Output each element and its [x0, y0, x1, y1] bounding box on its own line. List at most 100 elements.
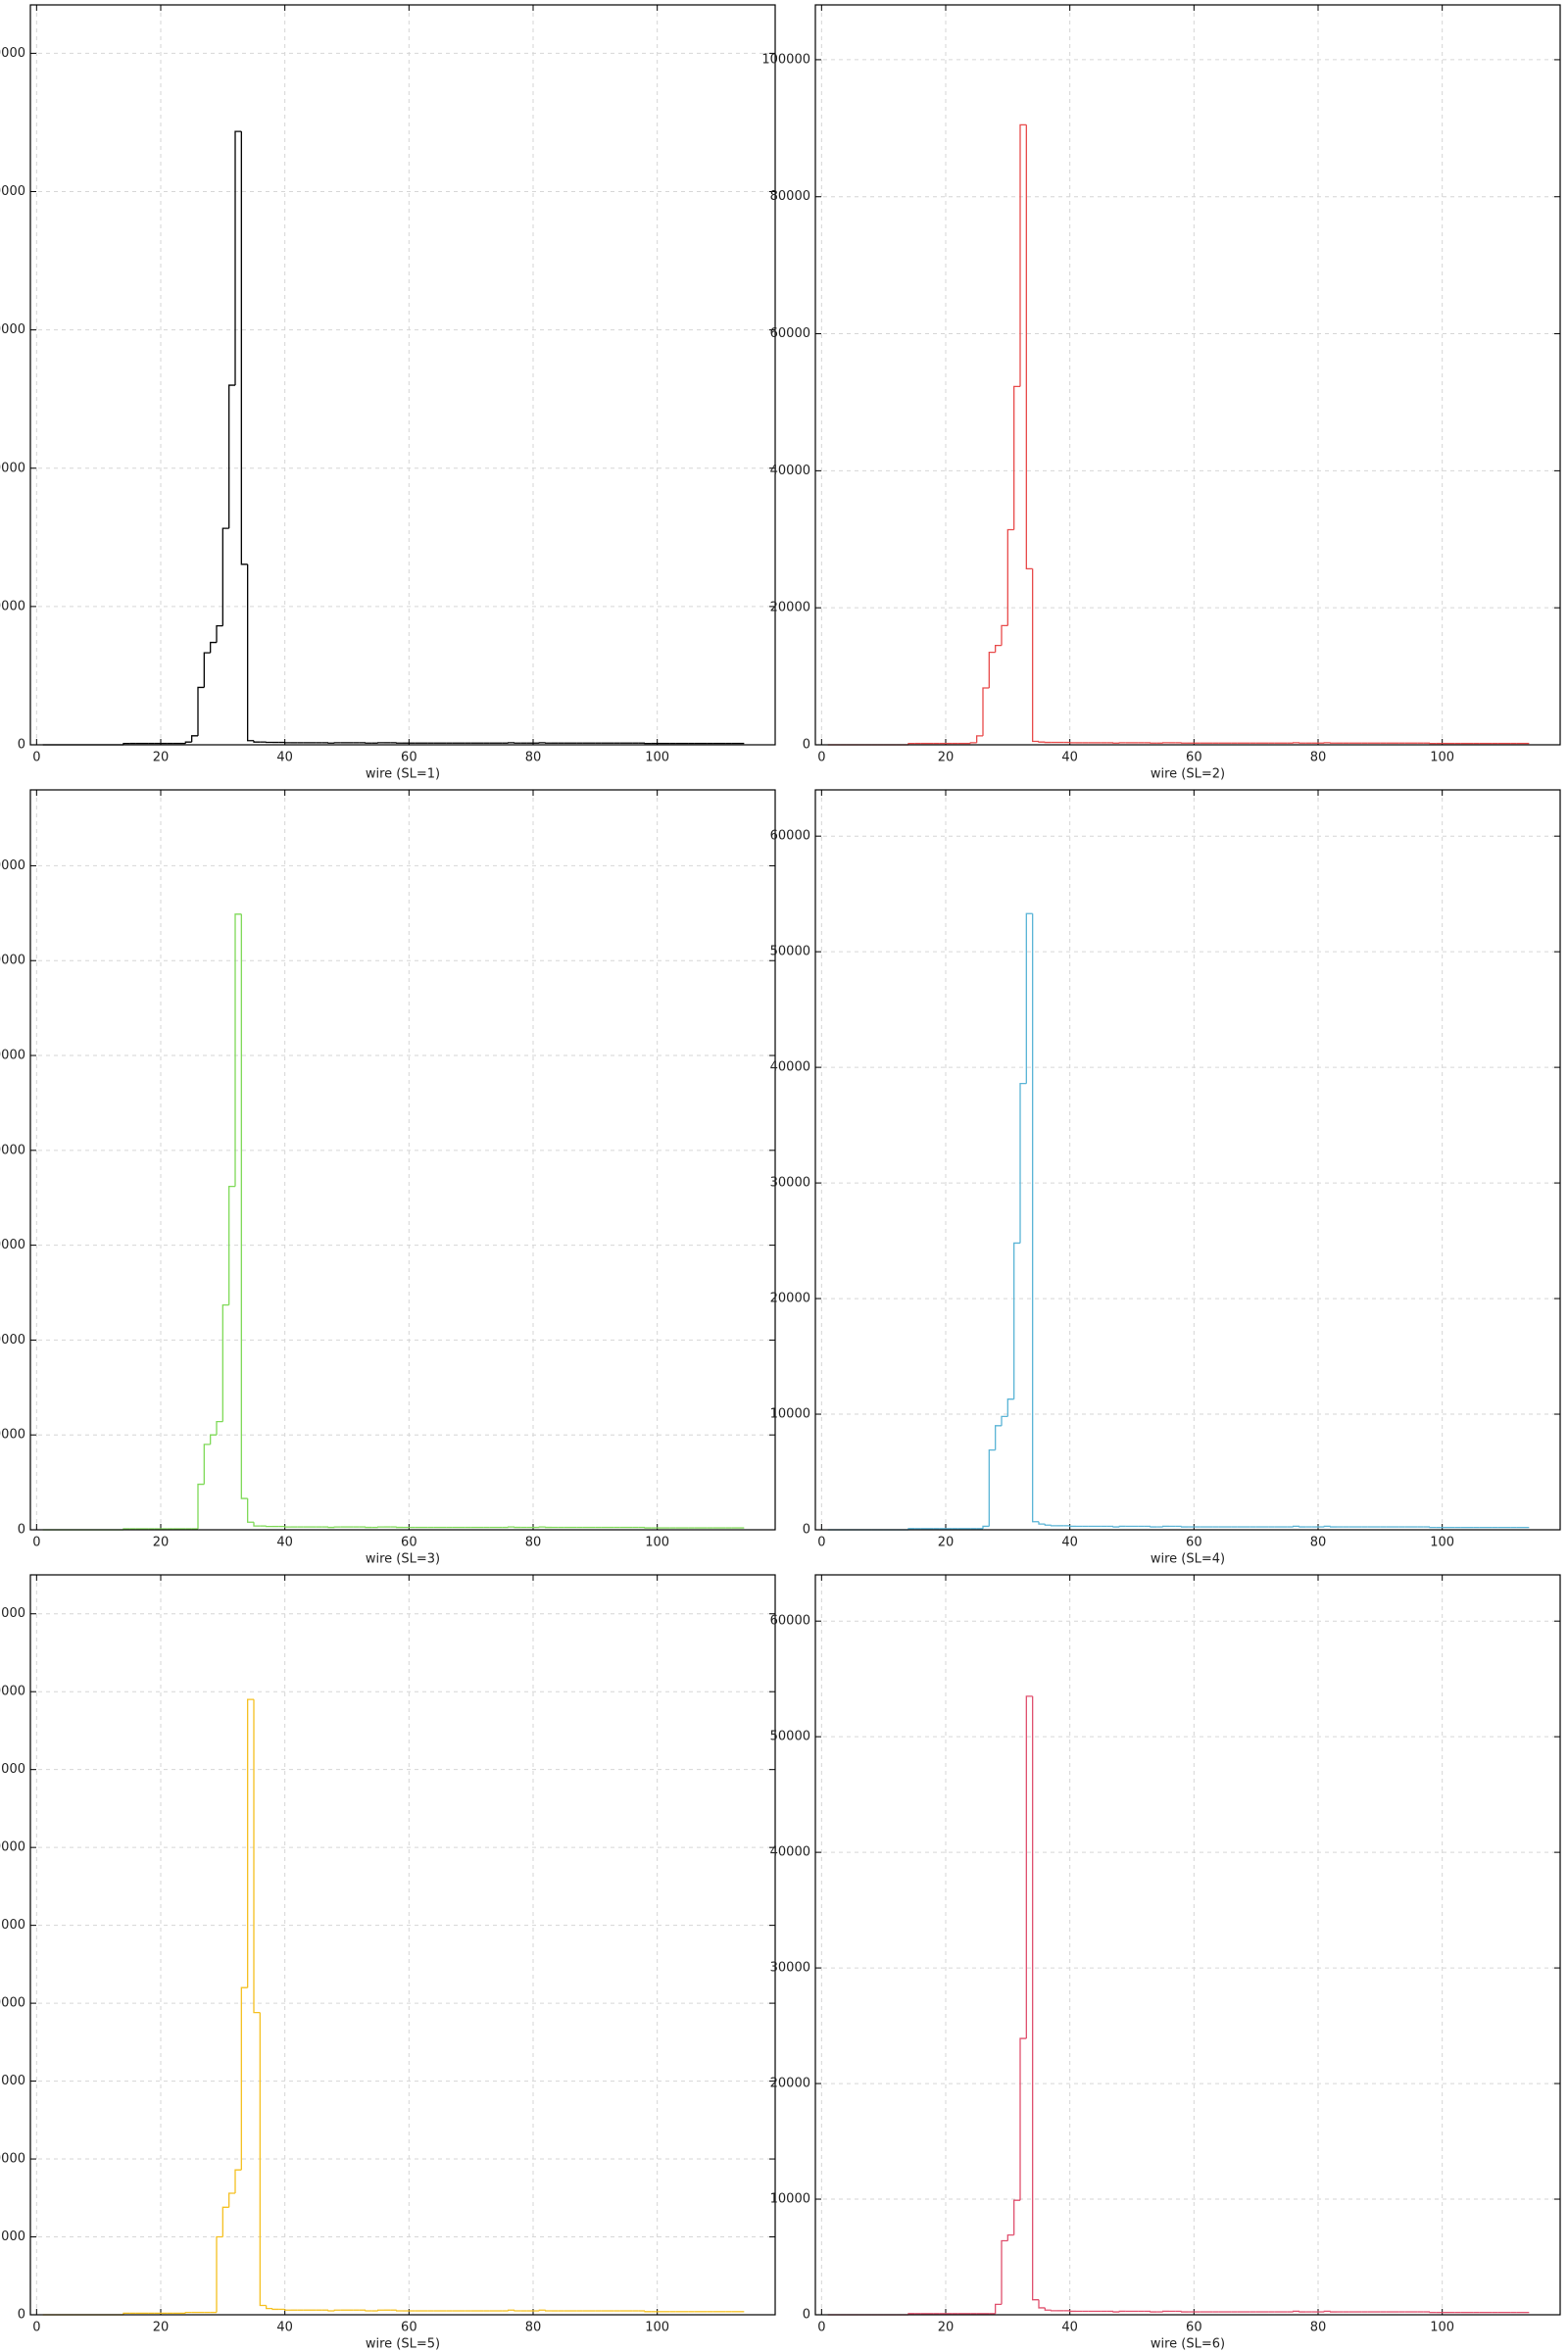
- histogram-bin: [1032, 568, 1039, 743]
- histogram-bin: [234, 130, 242, 386]
- plot-frame: [29, 1574, 776, 2316]
- histogram-bin: [1038, 1521, 1046, 1525]
- y-tick-label: 10000: [770, 1407, 810, 1422]
- y-tick-label: 80000: [770, 189, 810, 204]
- histogram-bin: [976, 735, 983, 743]
- y-tick-label: 60000: [770, 326, 810, 341]
- histogram-bin: [988, 651, 996, 688]
- histogram-bin: [508, 2309, 514, 2312]
- histogram-bin: [221, 2206, 229, 2237]
- y-tick-label: 0: [18, 738, 25, 753]
- plot-frame: [29, 4, 776, 746]
- y-tick-label: 20000: [0, 599, 25, 613]
- histogram-bin: [1118, 2310, 1126, 2313]
- histogram-bin: [1112, 2311, 1120, 2313]
- y-tick-label: 100000: [761, 52, 810, 67]
- x-tick-label: 60: [1186, 1536, 1202, 1550]
- histogram-bin: [197, 686, 205, 736]
- x-tick-label: 20: [938, 751, 955, 765]
- y-tick-label: 0: [803, 738, 810, 753]
- x-tick-label: 0: [817, 2321, 825, 2335]
- x-axis-label: wire (SL=2): [1151, 767, 1225, 782]
- histogram-bin: [253, 1699, 261, 2014]
- histogram-bin: [1293, 2310, 1299, 2313]
- x-tick-label: 100: [1430, 751, 1454, 765]
- histogram-bin: [1013, 2199, 1020, 2235]
- plot-frame: [814, 4, 1561, 746]
- histogram-bin: [203, 1444, 211, 1485]
- histogram-bin: [1025, 124, 1033, 569]
- x-tick-label: 20: [153, 1536, 170, 1550]
- histogram-bin: [1006, 528, 1014, 626]
- x-tick-label: 0: [817, 751, 825, 765]
- x-tick-label: 80: [1310, 1536, 1327, 1550]
- histogram-bin: [210, 641, 217, 654]
- y-tick-label: 40000: [0, 461, 25, 475]
- histogram-bin: [1025, 912, 1033, 1084]
- x-tick-label: 40: [276, 751, 293, 765]
- histogram-bin: [1298, 2311, 1306, 2313]
- histogram-bin: [247, 1698, 254, 1988]
- histogram-bin: [1069, 2310, 1076, 2313]
- histogram-bin: [221, 527, 229, 626]
- histogram-bin: [365, 2310, 372, 2312]
- histogram-bin: [1293, 1525, 1299, 1528]
- histogram-panel: 0 20 40 60 80 100 0 5000 10000 15000 20000 25000 300…: [0, 1574, 776, 2352]
- x-tick-label: 60: [401, 1536, 417, 1550]
- histogram-bin: [1162, 1525, 1169, 1528]
- histogram-bin: [514, 2310, 521, 2312]
- y-tick-label: 20000: [770, 1292, 810, 1306]
- histogram-bin: [1112, 1526, 1120, 1528]
- histogram-bin: [1001, 624, 1008, 646]
- histogram-bin: [1330, 1526, 1337, 1528]
- histogram-bin: [1025, 1695, 1033, 2039]
- histogram-bin: [1323, 1525, 1331, 1528]
- histogram-bin: [228, 1185, 235, 1305]
- y-tick-label: 40000: [0, 1685, 25, 1699]
- histogram-bin: [1118, 1525, 1126, 1528]
- x-tick-label: 60: [401, 2321, 417, 2335]
- x-tick-label: 80: [1310, 2321, 1327, 2335]
- x-tick-label: 60: [401, 751, 417, 765]
- histogram-bin: [1019, 2037, 1027, 2201]
- histogram-bin: [234, 2169, 242, 2194]
- y-tick-label: 70000: [0, 858, 25, 873]
- histogram-panel: 0 20 40 60 80 100 0 20000 40000 60000 80000 100000 w…: [0, 4, 776, 782]
- y-tick-label: 5000: [0, 2230, 25, 2244]
- histogram-bin: [228, 384, 235, 529]
- x-axis-label: wire (SL=6): [1151, 2337, 1225, 2352]
- histogram-bin: [1038, 741, 1046, 743]
- histogram-bin: [1051, 1525, 1057, 1527]
- histogram-bin: [1429, 1526, 1437, 1529]
- x-tick-label: 100: [645, 751, 669, 765]
- x-tick-label: 40: [1061, 2321, 1078, 2335]
- histogram-bin: [184, 2311, 192, 2314]
- y-tick-label: 30000: [0, 1840, 25, 1855]
- x-tick-label: 40: [1061, 1536, 1078, 1550]
- x-tick-label: 0: [32, 751, 40, 765]
- y-tick-label: 50000: [770, 945, 810, 959]
- histogram-bin: [216, 624, 223, 643]
- histogram-bin: [1181, 1526, 1188, 1528]
- histogram-bin: [1051, 2310, 1057, 2312]
- histogram-bin: [1150, 2311, 1157, 2313]
- y-tick-label: 60000: [0, 954, 25, 968]
- x-tick-label: 0: [32, 2321, 40, 2335]
- x-tick-label: 60: [1186, 751, 1202, 765]
- histogram-bin: [995, 644, 1002, 653]
- histogram-bin: [1150, 1526, 1157, 1528]
- histogram-bin: [184, 741, 192, 744]
- y-tick-label: 0: [803, 2308, 810, 2323]
- y-tick-label: 40000: [770, 1060, 810, 1075]
- x-axis-label: wire (SL=5): [366, 2337, 440, 2352]
- y-tick-label: 45000: [0, 1606, 25, 1621]
- histogram-panel: 0 20 40 60 80 100 0 10000 20000 30000 40000 50000 60…: [770, 1575, 1561, 2352]
- histogram-bin: [545, 2310, 552, 2312]
- x-tick-label: 100: [645, 2321, 669, 2335]
- y-tick-label: 50000: [770, 1730, 810, 1744]
- histogram-bin: [327, 2310, 335, 2312]
- y-tick-label: 25000: [0, 1918, 25, 1933]
- plot-frame: [814, 789, 1561, 1531]
- histogram-panel: 0 20 40 60 80 100 0 10000 20000 30000 40000 50000 60…: [0, 790, 776, 1567]
